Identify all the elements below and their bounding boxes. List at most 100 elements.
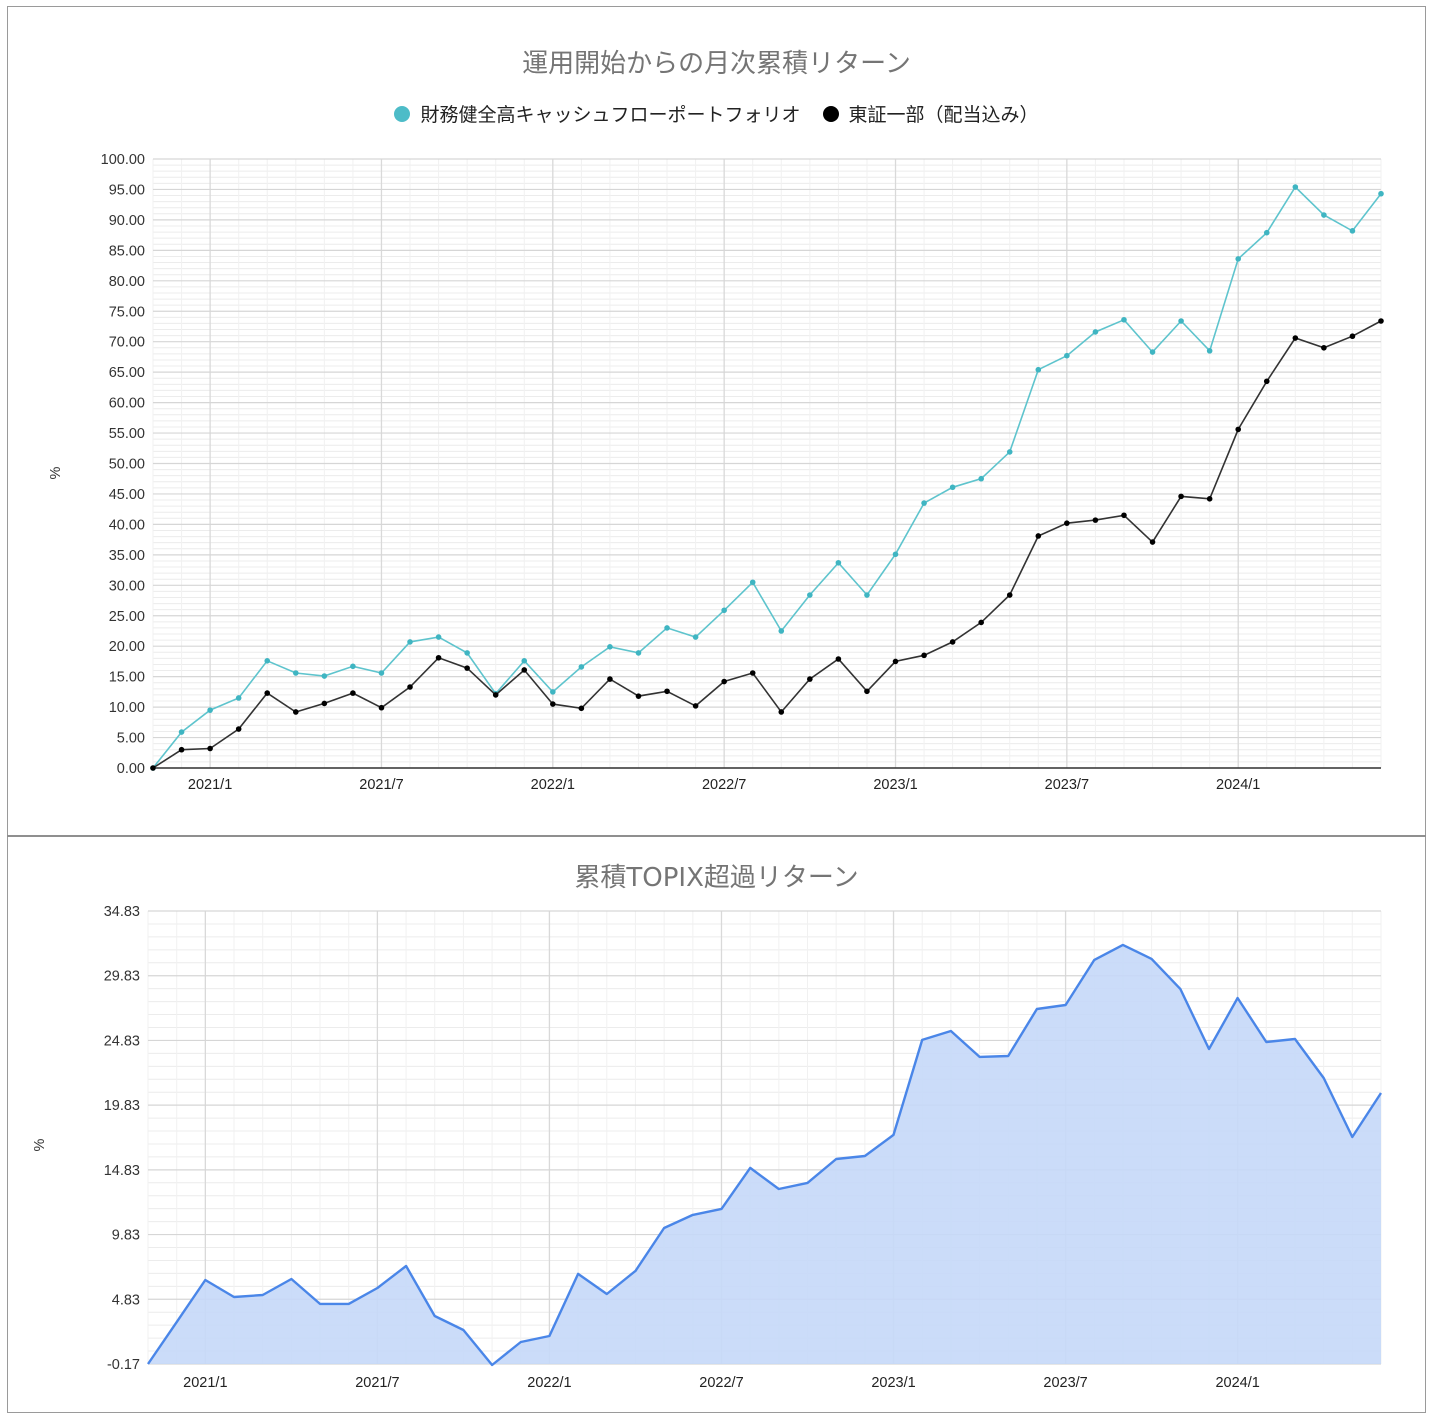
data-point[interactable] (807, 676, 813, 682)
data-point[interactable] (235, 695, 242, 701)
data-point[interactable] (978, 475, 984, 482)
y-tick-label: 65.00 (109, 365, 145, 381)
data-point[interactable] (949, 484, 956, 491)
legend-item-topix[interactable]: 東証一部（配当込み） (822, 100, 1039, 127)
data-point[interactable] (749, 579, 756, 586)
data-point[interactable] (321, 673, 328, 679)
data-point[interactable] (207, 707, 213, 713)
data-point[interactable] (1121, 512, 1127, 519)
data-point[interactable] (921, 652, 927, 659)
data-point[interactable] (1092, 329, 1099, 335)
data-point[interactable] (1235, 256, 1242, 262)
data-point[interactable] (264, 690, 271, 696)
data-point[interactable] (864, 688, 870, 695)
data-point[interactable] (1321, 344, 1327, 351)
data-point[interactable] (1006, 592, 1013, 598)
y-axis-label: % (32, 1138, 48, 1151)
x-tick-label: 2022/7 (702, 777, 746, 793)
data-point[interactable] (1092, 517, 1099, 523)
data-point[interactable] (692, 703, 699, 709)
data-point[interactable] (578, 705, 585, 712)
data-point[interactable] (1321, 212, 1327, 218)
x-tick-label: 2022/7 (699, 1375, 743, 1391)
data-point[interactable] (892, 658, 899, 665)
data-point[interactable] (464, 650, 470, 656)
legend-item-portfolio[interactable]: 財務健全高キャッシュフローポートフォリオ (394, 100, 801, 127)
data-point[interactable] (378, 704, 385, 711)
data-point[interactable] (835, 559, 842, 566)
data-point[interactable] (721, 678, 727, 685)
data-point[interactable] (292, 670, 299, 676)
data-point[interactable] (578, 664, 585, 670)
data-point[interactable] (350, 663, 356, 670)
data-point[interactable] (350, 690, 356, 696)
data-point[interactable] (864, 592, 870, 598)
data-point[interactable] (807, 592, 813, 598)
data-point[interactable] (1035, 533, 1042, 539)
data-point[interactable] (1064, 352, 1070, 359)
y-tick-label: 35.00 (109, 548, 145, 564)
data-point[interactable] (1263, 378, 1270, 385)
data-point[interactable] (1292, 184, 1299, 190)
data-point[interactable] (1378, 318, 1384, 324)
data-point[interactable] (949, 639, 956, 645)
data-point[interactable] (1349, 228, 1356, 234)
data-point[interactable] (921, 500, 927, 506)
data-point[interactable] (664, 625, 670, 631)
data-point[interactable] (378, 670, 385, 676)
data-point[interactable] (407, 684, 413, 690)
data-point[interactable] (1235, 426, 1242, 433)
data-point[interactable] (492, 692, 499, 698)
series-portfolio (150, 184, 1384, 771)
data-point[interactable] (1178, 493, 1184, 500)
data-point[interactable] (464, 665, 470, 671)
data-point[interactable] (1349, 333, 1356, 340)
data-point[interactable] (550, 689, 556, 695)
data-point[interactable] (778, 628, 785, 634)
data-point[interactable] (1206, 496, 1213, 502)
data-point[interactable] (778, 709, 785, 715)
data-point[interactable] (435, 634, 442, 640)
data-point[interactable] (1378, 190, 1384, 197)
data-point[interactable] (550, 701, 556, 707)
data-point[interactable] (1206, 348, 1213, 354)
data-point[interactable] (607, 676, 613, 682)
data-point[interactable] (1263, 229, 1270, 236)
y-tick-label: 34.83 (104, 904, 140, 920)
data-point[interactable] (1292, 335, 1299, 341)
data-point[interactable] (721, 607, 727, 614)
data-point[interactable] (235, 726, 242, 732)
data-point[interactable] (1035, 366, 1042, 373)
data-point[interactable] (692, 634, 699, 640)
data-point[interactable] (321, 700, 328, 707)
data-point[interactable] (1149, 539, 1156, 545)
data-point[interactable] (435, 654, 442, 661)
data-point[interactable] (892, 551, 899, 558)
data-point[interactable] (264, 658, 271, 664)
data-point[interactable] (407, 639, 413, 645)
data-point[interactable] (521, 667, 528, 673)
data-point[interactable] (978, 619, 984, 626)
data-point[interactable] (607, 644, 613, 650)
x-tick-label: 2022/1 (527, 1375, 571, 1391)
data-point[interactable] (207, 745, 213, 752)
data-point[interactable] (1006, 449, 1013, 455)
data-point[interactable] (1064, 520, 1070, 526)
data-point[interactable] (178, 729, 185, 735)
data-point[interactable] (150, 765, 156, 771)
data-point[interactable] (521, 658, 528, 664)
data-point[interactable] (664, 688, 670, 695)
y-tick-label: 14.83 (104, 1163, 140, 1179)
data-point[interactable] (292, 709, 299, 715)
data-point[interactable] (178, 746, 185, 753)
data-point[interactable] (749, 670, 756, 676)
data-point[interactable] (1149, 349, 1156, 355)
data-point[interactable] (635, 650, 642, 656)
data-point[interactable] (1121, 316, 1127, 323)
x-tick-label: 2024/1 (1216, 777, 1260, 793)
data-point[interactable] (1178, 318, 1184, 324)
data-point[interactable] (835, 656, 842, 662)
grid (152, 158, 1382, 769)
y-tick-label: 0.00 (117, 761, 145, 777)
data-point[interactable] (635, 693, 642, 699)
